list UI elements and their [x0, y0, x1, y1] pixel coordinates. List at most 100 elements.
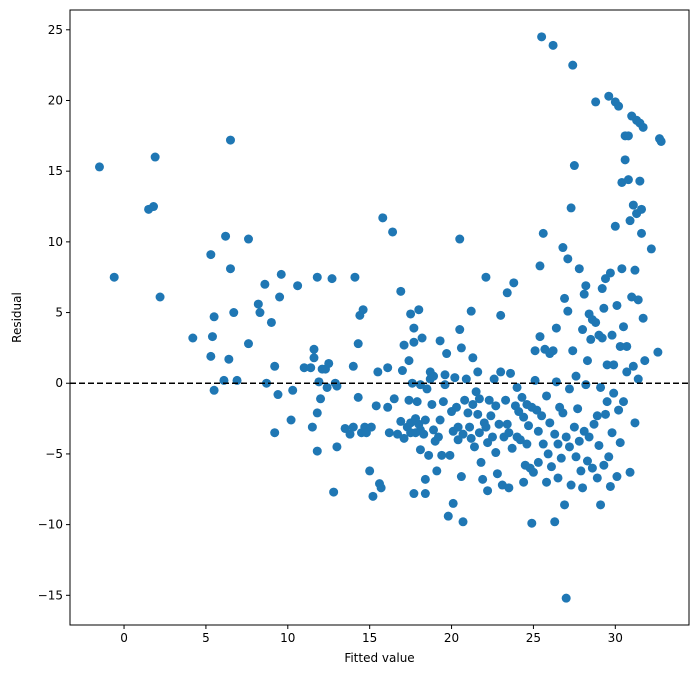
scatter-point — [615, 438, 625, 448]
scatter-point — [553, 473, 563, 483]
scatter-point — [243, 339, 253, 349]
scatter-point — [496, 367, 506, 377]
scatter-point — [607, 330, 617, 340]
scatter-point — [594, 440, 604, 450]
scatter-point — [528, 467, 538, 477]
scatter-point — [456, 472, 466, 482]
x-tick-label: 10 — [280, 631, 295, 645]
scatter-point — [653, 347, 663, 357]
scatter-point — [109, 272, 119, 282]
scatter-point — [522, 439, 532, 449]
scatter-point — [507, 443, 517, 453]
x-tick-label: 25 — [526, 631, 541, 645]
scatter-point — [486, 411, 496, 421]
scatter-point — [404, 395, 414, 405]
scatter-point — [409, 337, 419, 347]
scatter-point — [622, 367, 632, 377]
scatter-point — [622, 341, 632, 351]
scatter-point — [389, 394, 399, 404]
scatter-point — [388, 227, 398, 237]
scatter-point — [443, 511, 453, 521]
scatter-point — [399, 433, 409, 443]
scatter-point — [438, 397, 448, 407]
scatter-point — [564, 442, 574, 452]
scatter-point — [630, 418, 640, 428]
scatter-point — [420, 415, 430, 425]
scatter-point — [456, 343, 466, 353]
scatter-point — [371, 401, 381, 411]
scatter-point — [473, 367, 483, 377]
scatter-point — [612, 300, 622, 310]
scatter-point — [571, 371, 581, 381]
scatter-point — [376, 483, 386, 493]
y-tick-label: 5 — [55, 306, 63, 320]
scatter-point — [207, 332, 217, 342]
scatter-point — [397, 366, 407, 376]
scatter-point — [312, 446, 322, 456]
scatter-point — [591, 97, 601, 107]
scatter-point — [579, 289, 589, 299]
scatter-point — [270, 428, 280, 438]
scatter-point — [533, 426, 543, 436]
scatter-point — [415, 445, 425, 455]
scatter-point — [221, 231, 231, 241]
scatter-point — [353, 392, 363, 402]
scatter-point — [432, 466, 442, 476]
scatter-point — [327, 274, 337, 284]
scatter-point — [348, 361, 358, 371]
scatter-point — [266, 317, 276, 327]
scatter-point — [316, 394, 326, 404]
scatter-point — [609, 360, 619, 370]
scatter-point — [591, 317, 601, 327]
scatter-point — [275, 292, 285, 302]
scatter-point — [253, 299, 263, 309]
scatter-point — [419, 429, 429, 439]
scatter-point — [458, 517, 468, 527]
scatter-point — [445, 450, 455, 460]
scatter-point — [551, 323, 561, 333]
scatter-point — [506, 368, 516, 378]
scatter-point — [646, 244, 656, 254]
scatter-point — [597, 333, 607, 343]
scatter-point — [574, 264, 584, 274]
scatter-point — [533, 457, 543, 467]
scatter-point — [463, 408, 473, 418]
scatter-point — [420, 489, 430, 499]
scatter-point — [558, 243, 568, 253]
x-tick-label: 5 — [202, 631, 210, 645]
scatter-point — [563, 306, 573, 316]
scatter-point — [314, 377, 324, 387]
scatter-point — [458, 429, 468, 439]
scatter-point — [276, 269, 286, 279]
scatter-point — [581, 380, 591, 390]
scatter-point — [545, 418, 555, 428]
x-axis-ticks: 0 5 10 15 20 25 30 — [120, 625, 623, 645]
scatter-point — [465, 422, 475, 432]
scatter-point — [537, 32, 547, 42]
scatter-point — [365, 466, 375, 476]
scatter-point — [243, 234, 253, 244]
scatter-point — [309, 344, 319, 354]
scatter-point — [502, 419, 512, 429]
scatter-point — [587, 463, 597, 473]
scatter-point — [94, 162, 104, 172]
scatter-point — [491, 401, 501, 411]
scatter-point — [630, 265, 640, 275]
scatter-point — [614, 101, 624, 111]
scatter-point — [409, 489, 419, 499]
scatter-point — [543, 449, 553, 459]
y-tick-label: 20 — [48, 93, 63, 107]
scatter-point — [440, 380, 450, 390]
scatter-point — [224, 354, 234, 364]
scatter-point — [535, 261, 545, 271]
scatter-point — [607, 428, 617, 438]
y-tick-label: 10 — [48, 235, 63, 249]
scatter-point — [484, 395, 494, 405]
scatter-point — [424, 450, 434, 460]
scatter-point — [582, 456, 592, 466]
scatter-point — [524, 421, 534, 431]
y-tick-label: 25 — [48, 23, 63, 37]
scatter-point — [537, 411, 547, 421]
scatter-point — [476, 457, 486, 467]
scatter-point — [573, 404, 583, 414]
